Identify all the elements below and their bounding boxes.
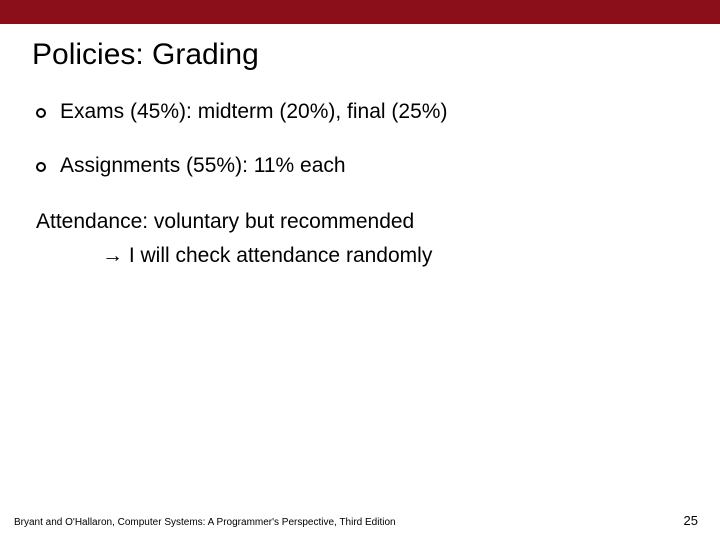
- attendance-line-1: Attendance: voluntary but recommended: [36, 208, 684, 236]
- footer-citation: Bryant and O'Hallaron, Computer Systems:…: [14, 517, 396, 528]
- bullet-text: Exams (45%): midterm (20%), final (25%): [60, 100, 447, 124]
- slide-number: 25: [684, 513, 698, 528]
- bullet-text: Assignments (55%): 11% each: [60, 154, 346, 178]
- top-color-bar: [0, 0, 720, 24]
- attendance-line-2: → I will check attendance randomly: [36, 242, 684, 270]
- arrow-icon: →: [102, 244, 123, 267]
- slide-footer: Bryant and O'Hallaron, Computer Systems:…: [0, 513, 720, 528]
- attendance-text-2: I will check attendance randomly: [123, 244, 432, 267]
- bullet-marker-icon: [36, 108, 46, 118]
- bullet-item: Exams (45%): midterm (20%), final (25%): [36, 100, 684, 124]
- bullet-marker-icon: [36, 162, 46, 172]
- slide-body: Exams (45%): midterm (20%), final (25%) …: [0, 72, 720, 271]
- bullet-item: Assignments (55%): 11% each: [36, 154, 684, 178]
- slide-title: Policies: Grading: [0, 24, 720, 72]
